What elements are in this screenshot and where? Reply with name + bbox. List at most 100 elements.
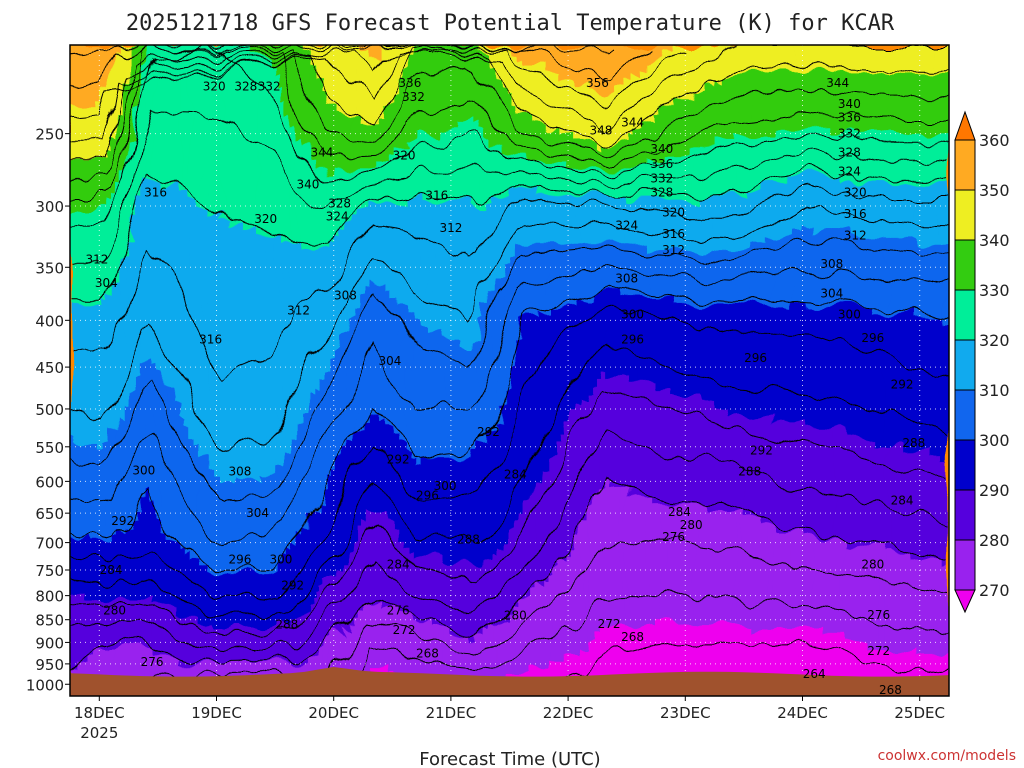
y-tick-label: 700 <box>35 535 64 553</box>
theta-fill-cell <box>111 428 118 540</box>
theta-fill-cell <box>779 236 786 307</box>
theta-contour-line <box>70 481 949 671</box>
theta-fill-cell <box>755 243 763 307</box>
contour-label: 284 <box>100 563 123 577</box>
theta-fill-cell <box>732 195 739 252</box>
theta-fill-cell <box>843 45 851 74</box>
theta-fill-cell <box>866 312 874 437</box>
theta-fill-cell <box>691 147 698 204</box>
theta-fill-cell <box>679 305 687 396</box>
theta-fill-cell <box>462 209 470 348</box>
theta-fill-cell <box>679 99 687 156</box>
theta-fill-cell <box>896 182 903 238</box>
theta-fill-cell <box>298 415 306 533</box>
theta-fill-cell <box>620 627 628 696</box>
theta-fill-cell <box>925 72 933 135</box>
theta-fill-cell <box>562 79 569 135</box>
theta-fill-cell <box>638 298 646 382</box>
theta-fill-cell <box>837 45 845 74</box>
theta-fill-cell <box>685 154 692 204</box>
theta-fill-cell <box>708 401 716 512</box>
theta-fill-cell <box>99 99 106 163</box>
credit-text: coolwx.com/models <box>878 748 1016 764</box>
theta-fill-cell <box>732 510 739 622</box>
theta-fill-cell <box>708 250 716 307</box>
theta-fill-cell <box>468 120 476 211</box>
theta-fill-cell <box>849 641 857 696</box>
theta-fill-cell <box>702 620 710 696</box>
y-tick-label: 350 <box>35 259 64 277</box>
theta-fill-cell <box>70 593 77 670</box>
theta-fill-cell <box>656 113 663 163</box>
theta-fill-cell <box>456 634 464 684</box>
theta-fill-cell <box>105 154 112 204</box>
theta-fill-cell <box>421 456 429 560</box>
theta-contour-line <box>486 641 949 696</box>
theta-fill-cell <box>573 86 581 142</box>
theta-fill-cell <box>720 620 728 696</box>
theta-fill-cell <box>532 120 540 163</box>
theta-fill-cell <box>245 230 253 478</box>
contour-label: 348 <box>589 123 612 137</box>
theta-fill-cell <box>404 552 411 615</box>
theta-fill-cell <box>415 325 423 464</box>
colorbar-swatch <box>954 239 976 291</box>
theta-fill-cell <box>111 140 118 197</box>
theta-fill-cell <box>116 182 124 279</box>
theta-fill-cell <box>128 140 136 245</box>
theta-fill-cell <box>450 634 458 684</box>
theta-fill-cell <box>239 230 247 478</box>
theta-fill-cell <box>913 45 921 74</box>
theta-fill-cell <box>849 435 857 547</box>
theta-fill-cell <box>409 140 417 197</box>
theta-fill-cell <box>181 421 188 553</box>
theta-fill-cell <box>280 449 288 560</box>
theta-fill-cell <box>111 648 118 696</box>
theta-fill-cell <box>398 45 405 81</box>
theta-fill-cell <box>866 72 874 135</box>
theta-fill-cell <box>837 428 845 540</box>
theta-fill-cell <box>790 230 798 307</box>
theta-fill-cell <box>450 45 458 129</box>
y-tick-label: 800 <box>35 588 64 606</box>
theta-fill-cell <box>374 161 382 204</box>
theta-fill-cell <box>198 620 206 663</box>
theta-fill-cell <box>427 627 435 677</box>
contour-label: 312 <box>86 252 109 266</box>
theta-fill-cell <box>714 250 722 307</box>
theta-fill-cell <box>931 319 939 457</box>
colorbar-label: 360 <box>979 131 1010 150</box>
theta-fill-cell <box>726 45 733 74</box>
theta-fill-cell <box>234 476 241 574</box>
theta-fill-cell <box>210 627 218 663</box>
theta-fill-cell <box>890 442 898 553</box>
theta-fill-cell <box>433 456 440 560</box>
theta-fill-cell <box>193 442 200 560</box>
x-axis: 18DEC 19DEC 20DEC 21DEC 22DEC 23DEC 24DEC 25DEC… <box>74 696 945 742</box>
theta-fill-cell <box>884 134 892 183</box>
theta-fill-cell <box>456 120 464 204</box>
theta-fill-cell <box>380 113 388 163</box>
theta-fill-cell <box>450 202 458 341</box>
theta-fill-cell <box>919 45 927 74</box>
theta-fill-cell <box>720 79 728 142</box>
theta-fill-cell <box>925 558 933 656</box>
theta-fill-cell <box>538 469 546 588</box>
theta-fill-cell <box>685 394 692 505</box>
theta-fill-cell <box>691 202 698 252</box>
theta-fill-cell <box>573 298 581 403</box>
theta-fill-cell <box>913 558 921 656</box>
theta-fill-cell <box>550 195 558 245</box>
theta-fill-cell <box>913 654 921 696</box>
theta-fill-cell <box>228 45 235 224</box>
theta-fill-cell <box>837 175 845 231</box>
theta-fill-cell <box>925 243 933 320</box>
theta-fill-cell <box>257 572 265 629</box>
theta-fill-cell <box>116 531 124 601</box>
theta-fill-cell <box>538 243 546 314</box>
theta-fill-cell <box>357 45 364 53</box>
theta-fill-cell <box>814 45 821 74</box>
theta-fill-cell <box>573 243 581 300</box>
theta-fill-cell <box>743 620 751 696</box>
theta-fill-cell <box>685 45 692 101</box>
